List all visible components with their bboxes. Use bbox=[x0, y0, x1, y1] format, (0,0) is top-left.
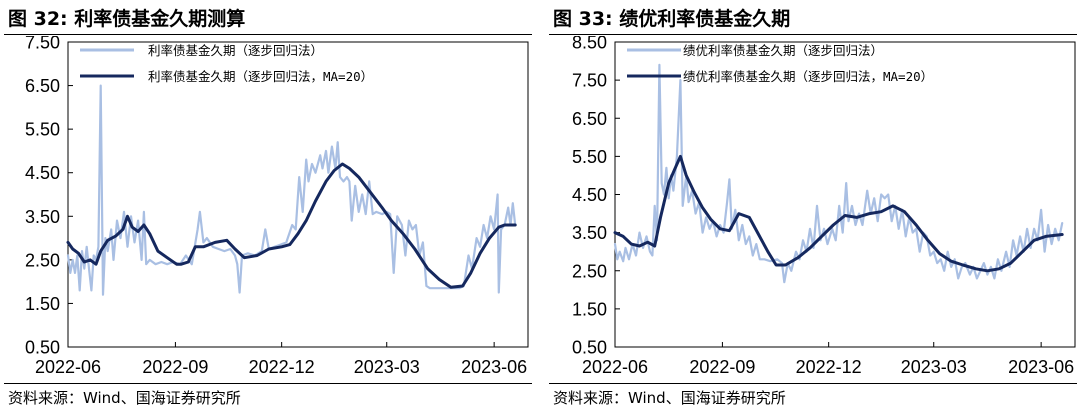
y-tick-label: 4.50 bbox=[572, 185, 607, 205]
y-tick-label: 5.50 bbox=[25, 120, 60, 140]
y-tick-label: 7.50 bbox=[25, 36, 60, 53]
x-tick-label: 2022-12 bbox=[796, 357, 862, 377]
series-line-raw bbox=[613, 63, 1064, 284]
y-tick-label: 7.50 bbox=[572, 71, 607, 91]
y-tick-label: 2.50 bbox=[25, 250, 60, 270]
x-tick-label: 2022-06 bbox=[582, 357, 648, 377]
legend-label-ma: 绩优利率债基金久期（逐步回归法，MA=20） bbox=[683, 69, 933, 84]
legend-label-raw: 利率债基金久期（逐步回归法） bbox=[148, 43, 323, 58]
y-tick-label: 2.50 bbox=[572, 261, 607, 281]
x-tick-label: 2023-03 bbox=[901, 357, 967, 377]
duration-line-chart: 0.50 1.50 2.50 3.50 4.50 5.50 6.50 7.50 2022-06 2… bbox=[25, 36, 529, 377]
x-tick-label: 2023-03 bbox=[354, 357, 420, 377]
figure-title: 图 33: 绩优利率债基金久期 bbox=[553, 8, 791, 30]
footer-divider bbox=[4, 383, 532, 384]
y-tick-label: 0.50 bbox=[572, 338, 607, 358]
x-tick-label: 2022-09 bbox=[142, 357, 208, 377]
x-tick-label: 2023-06 bbox=[1008, 357, 1074, 377]
title-divider bbox=[549, 34, 1077, 35]
chart-legend: 绩优利率债基金久期（逐步回归法） 绩优利率债基金久期（逐步回归法，MA=20） bbox=[627, 43, 933, 84]
y-tick-label: 8.50 bbox=[572, 36, 607, 53]
series-line-ma20 bbox=[66, 162, 517, 289]
figure-title: 图 32: 利率债基金久期测算 bbox=[8, 8, 246, 30]
y-tick-label: 6.50 bbox=[572, 109, 607, 129]
x-tick-label: 2022-09 bbox=[689, 357, 755, 377]
series-line-raw bbox=[66, 84, 517, 296]
y-tick-label: 6.50 bbox=[25, 76, 60, 96]
series-line-ma20 bbox=[613, 154, 1064, 273]
x-tick-label: 2022-12 bbox=[249, 357, 315, 377]
title-divider bbox=[4, 34, 532, 35]
y-tick-label: 3.50 bbox=[572, 223, 607, 243]
y-tick-label: 0.50 bbox=[25, 338, 60, 358]
y-tick-label: 3.50 bbox=[25, 207, 60, 227]
y-tick-label: 5.50 bbox=[572, 147, 607, 167]
duration-line-chart: 0.50 1.50 2.50 3.50 4.50 5.50 6.50 7.50 8.50 2022… bbox=[572, 36, 1076, 377]
source-note: 资料来源：Wind、国海证券研究所 bbox=[8, 389, 241, 407]
footer-divider bbox=[549, 383, 1077, 384]
source-note: 资料来源：Wind、国海证券研究所 bbox=[553, 389, 786, 407]
chart-panel-duration-estimate: 图 32: 利率债基金久期测算 0.50 1.50 2.50 3.50 4.50 5.50… bbox=[4, 0, 532, 413]
legend-label-ma: 利率债基金久期（逐步回归法，MA=20） bbox=[148, 69, 373, 84]
legend-label-raw: 绩优利率债基金久期（逐步回归法） bbox=[683, 43, 883, 58]
chart-panel-top-fund-duration: 图 33: 绩优利率债基金久期 0.50 1.50 2.50 3.50 4.50 5.50… bbox=[549, 0, 1077, 413]
plot-frame bbox=[67, 41, 529, 348]
x-tick-label: 2023-06 bbox=[461, 357, 527, 377]
x-tick-label: 2022-06 bbox=[35, 357, 101, 377]
chart-legend: 利率债基金久期（逐步回归法） 利率债基金久期（逐步回归法，MA=20） bbox=[80, 43, 373, 84]
y-tick-label: 4.50 bbox=[25, 163, 60, 183]
y-tick-label: 1.50 bbox=[25, 294, 60, 314]
y-tick-label: 1.50 bbox=[572, 299, 607, 319]
